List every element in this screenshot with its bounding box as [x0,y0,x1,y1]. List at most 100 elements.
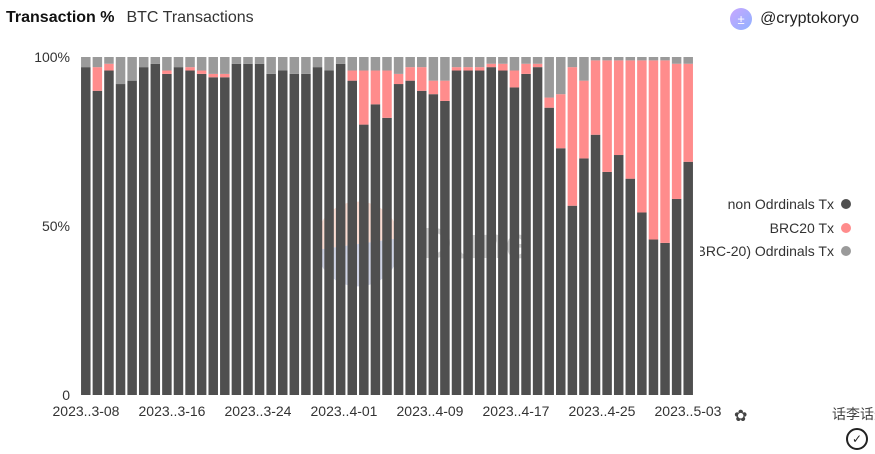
bar-segment-s2 [208,57,218,74]
legend-swatch [841,246,851,256]
author-badge[interactable]: ± @cryptokoryo [730,8,859,30]
bar-segment-s2 [417,57,427,68]
bar-segment-s1 [683,63,693,162]
bar-segment-s1 [393,73,404,85]
x-tick-label: 2023..4-09 [397,403,464,419]
bar-segment-s0 [486,67,497,395]
bar-segment-s0 [498,70,508,396]
bar-segment-s2 [277,57,288,71]
bar-segment-s1 [544,97,554,108]
wechat-icon: ✿ [734,408,748,425]
bar-segment-s0 [104,70,114,396]
bar-segment-s1 [370,70,381,105]
check-circle-icon[interactable]: ✓ [846,428,868,450]
bar-segment-s1 [579,80,589,159]
bar-segment-s2 [509,57,520,71]
bar-segment-s2 [486,57,497,64]
bar-segment-s0 [660,242,670,395]
bar-segment-s2 [660,57,670,61]
bar-segment-s0 [579,158,589,395]
bar-segment-s0 [220,77,230,395]
bar-segment-s2 [243,57,253,64]
bar-segment-s0 [393,84,404,395]
bar-segment-s0 [648,239,659,395]
bar-segment-s1 [556,94,566,149]
bar-segment-s1 [208,73,218,78]
bar-segment-s2 [567,57,578,68]
bar-segment-s0 [451,70,462,396]
bar-segment-s1 [196,70,207,74]
bar-segment-s0 [92,90,103,396]
bar-segment-s2 [301,57,311,74]
bar-segment-s0 [625,178,636,395]
x-tick-label: 2023..3-16 [139,403,206,419]
bar-segment-s0 [150,63,161,395]
bar-segment-s1 [440,80,450,101]
bar-segment-s1 [509,70,520,88]
x-tick-label: 2023..5-03 [655,403,722,419]
bar-segment-s1 [590,60,601,135]
bar-segment-s1 [532,63,543,68]
bar-segment-s1 [486,63,497,68]
bar-segment-s2 [335,57,346,64]
legend-label: BRC20 Tx [770,220,834,236]
bar-segment-s2 [196,57,207,71]
bar-segment-s1 [162,70,172,74]
bar-segment-s0 [312,67,323,395]
bar-segment-s2 [579,57,589,81]
x-tick-label: 2023..3-08 [53,403,120,419]
bar-segment-s0 [556,148,566,395]
bar-segment-s2 [138,57,149,68]
legend-swatch [841,199,851,209]
bar-segment-s0 [208,77,218,395]
y-tick-label: 50% [42,218,70,234]
bar-segment-s1 [359,70,369,125]
bar-segment-s0 [173,67,184,395]
bar-segment-s2 [671,57,682,64]
bar-segment-s2 [602,57,612,61]
bar-segment-s0 [266,73,276,396]
bar-segment-s1 [602,60,612,172]
bar-segment-s2 [382,57,392,71]
bar-segment-s1 [451,67,462,71]
bar-segment-s0 [324,70,334,396]
author-handle[interactable]: @cryptokoryo [760,10,859,27]
bar-segment-s2 [324,57,334,71]
bar-segment-s2 [115,57,126,85]
bar-segment-s1 [104,63,114,71]
x-tick-label: 2023..3-24 [225,403,292,419]
bar-segment-s2 [532,57,543,64]
bar-segment-s0 [417,90,427,396]
bar-segment-s1 [474,67,485,71]
bar-segment-s0 [335,63,346,395]
bar-segment-s0 [521,73,531,396]
bar-segment-s1 [521,63,531,74]
bar-segment-s2 [440,57,450,81]
bar-segment-s2 [104,57,114,64]
bar-segment-s2 [498,57,508,64]
bar-segment-s2 [162,57,172,71]
bar-segment-s2 [127,57,137,81]
bar-segment-s1 [613,60,624,156]
x-tick-label: 2023..4-01 [311,403,378,419]
bar-segment-s2 [474,57,485,68]
bar-segment-s0 [440,100,450,395]
x-tick-label: 2023..4-25 [569,403,636,419]
bar-segment-s0 [81,67,91,395]
bar-segment-s2 [463,57,473,68]
bar-segment-s1 [347,70,357,81]
bar-segment-s1 [637,60,647,213]
bar-segment-s2 [173,57,184,68]
bar-segment-s1 [567,67,578,206]
bar-segment-s1 [660,60,670,243]
bar-segment-s2 [637,57,647,61]
bar-segment-s2 [544,57,554,98]
bar-segment-s0 [671,198,682,395]
bar-segment-s1 [405,67,415,81]
bar-segment-s0 [115,84,126,395]
bar-segment-s2 [625,57,636,61]
bar-segment-s2 [648,57,659,61]
bar-segment-s1 [498,63,508,71]
bar-segment-s0 [347,80,357,395]
